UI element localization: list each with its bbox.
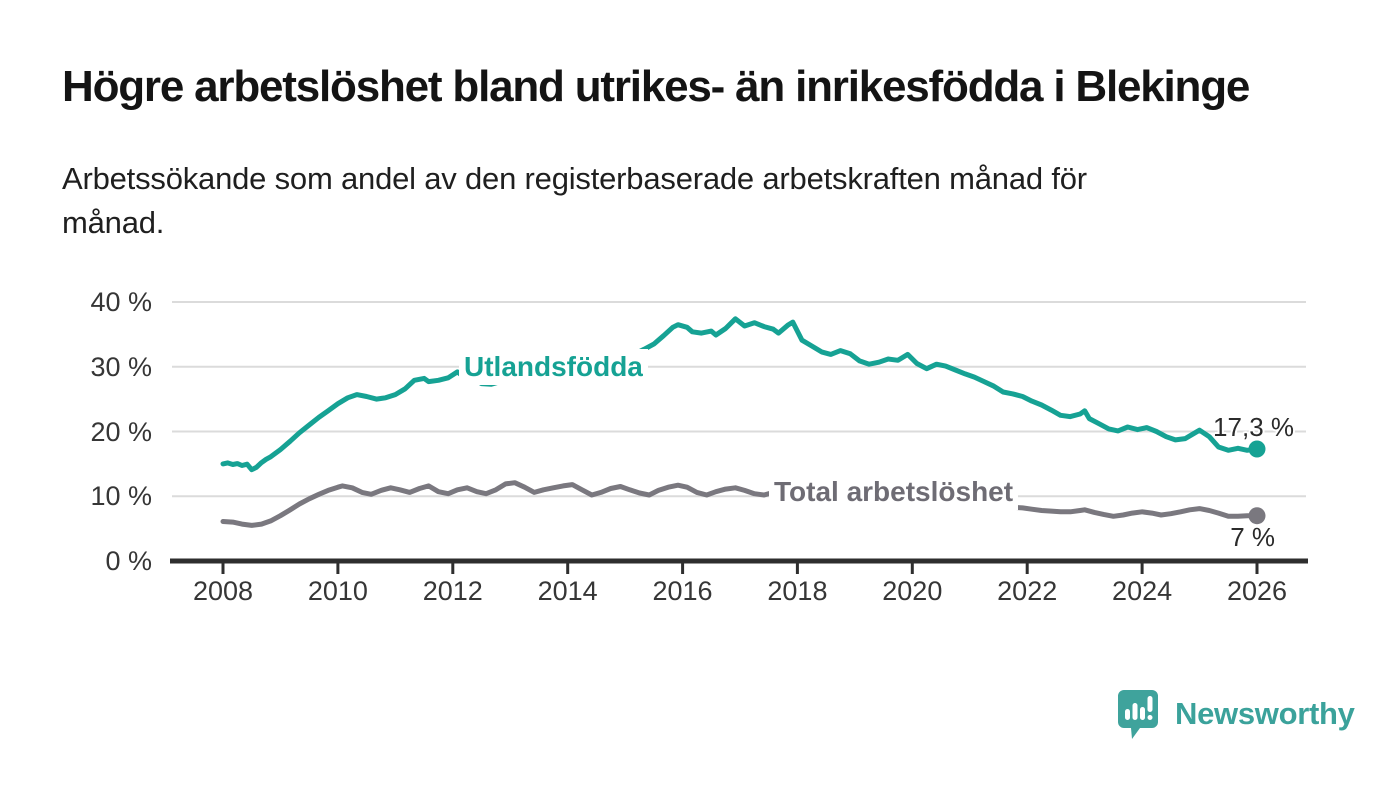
series-label-total-arbetsloshet: Total arbetslöshet [769,474,1019,510]
x-tick-label-2014: 2014 [537,576,598,606]
end-dot-series-1 [1248,507,1266,525]
subtitle: Arbetssökande som andel av den registerb… [62,161,1087,240]
x-tick-label-2018: 2018 [767,576,828,606]
exclamation-dot [1147,715,1153,720]
gridlines [172,301,1306,498]
end-value-label-utlandsfodda: 17,3 % [1213,412,1294,442]
data-lines [220,316,1266,528]
newsworthy-logo: Newsworthy [1118,688,1358,740]
end-value-label-total: 7 % [1230,522,1275,552]
line-series-1 [220,480,1260,528]
x-tick-label-2020: 2020 [882,576,943,606]
x-tick-label-2008: 2008 [192,576,254,606]
y-tick-label-30: 30 % [90,351,152,382]
y-tick-label-10: 10 % [90,481,152,512]
bar-small [1125,709,1130,720]
newsworthy-logo-icon [1118,690,1158,739]
x-axis [170,558,1308,574]
y-tick-label-20: 20 % [90,416,152,447]
newsworthy-logo-text: Newsworthy [1175,696,1355,731]
bar-tall [1132,703,1138,720]
y-tick-label-0: 0 % [105,546,152,576]
x-tick-label-2024: 2024 [1112,576,1173,606]
page-title: Högre arbetslöshet bland utrikes- än inr… [62,62,1250,111]
x-tick-label-2016: 2016 [652,576,713,606]
x-tick-label-2022: 2022 [997,576,1058,606]
x-tick-label-2010: 2010 [307,576,368,606]
bar-medium [1140,707,1145,720]
line-series-0 [220,316,1260,473]
end-dot-series-0 [1248,440,1266,458]
x-tick-label-2012: 2012 [422,576,483,606]
y-tick-label-40: 40 % [90,287,152,317]
exclamation-bar [1147,696,1153,712]
x-tick-label-2026: 2026 [1226,576,1288,606]
series-label-utlandsfodda: Utlandsfödda [459,349,648,385]
